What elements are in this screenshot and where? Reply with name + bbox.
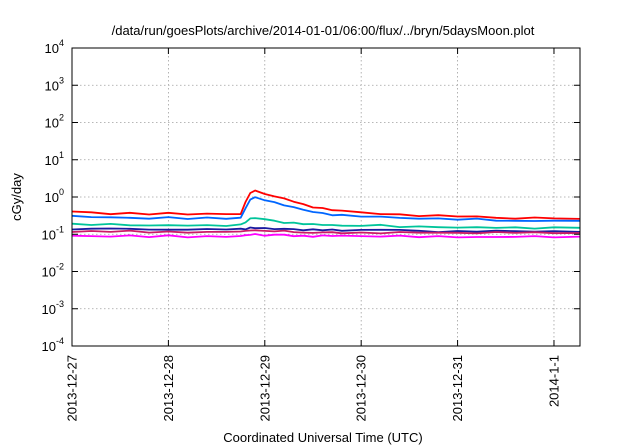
x-tick-label: 2013-12-27 (65, 355, 80, 422)
x-tick-label: 2013-12-29 (257, 355, 272, 422)
data-series (71, 189, 581, 239)
y-tick-base: 10 (45, 41, 59, 56)
series-line-2 (71, 196, 581, 222)
grid (72, 48, 580, 346)
y-tick-exponent: -4 (56, 336, 64, 346)
y-tick-label: 102 (45, 113, 64, 131)
y-tick-base: 10 (45, 116, 59, 131)
y-tick-label: 10-4 (42, 336, 64, 354)
y-tick-label: 10-1 (42, 224, 64, 242)
y-tick-exponent: 3 (59, 75, 64, 85)
x-tick-label: 2013-12-30 (354, 355, 369, 422)
y-tick-exponent: 0 (59, 187, 64, 197)
y-tick-exponent: -1 (56, 224, 64, 234)
x-axis-label: Coordinated Universal Time (UTC) (223, 430, 422, 445)
chart-title: /data/run/goesPlots/archive/2014-01-01/0… (112, 23, 535, 38)
axis-ticks: 10-410-310-210-11001011021031042013-12-2… (42, 38, 580, 422)
y-tick-base: 10 (45, 153, 59, 168)
y-tick-exponent: -3 (56, 299, 64, 309)
y-tick-exponent: 1 (59, 150, 64, 160)
x-tick-label: 2013-12-28 (161, 355, 176, 422)
y-axis-label: cGy/day (9, 173, 24, 221)
x-tick-label: 2013-12-31 (450, 355, 465, 422)
y-tick-label: 101 (45, 150, 64, 168)
y-tick-base: 10 (45, 78, 59, 93)
series-line-3 (71, 217, 581, 230)
series-line-5 (71, 229, 581, 235)
y-tick-base: 10 (42, 265, 56, 280)
y-tick-base: 10 (42, 302, 56, 317)
series-line-1 (71, 189, 581, 220)
y-tick-exponent: 2 (59, 113, 64, 123)
y-tick-base: 10 (42, 227, 56, 242)
y-tick-label: 103 (45, 75, 64, 93)
y-tick-base: 10 (45, 190, 59, 205)
y-tick-label: 10-3 (42, 299, 64, 317)
x-tick-label: 2014-1-1 (546, 355, 561, 407)
series-line-6 (71, 233, 581, 239)
series-line-4 (71, 226, 581, 234)
y-tick-label: 104 (45, 38, 64, 56)
y-tick-label: 10-2 (42, 262, 64, 280)
y-tick-exponent: 4 (59, 38, 64, 48)
y-tick-exponent: -2 (56, 262, 64, 272)
y-tick-label: 100 (45, 187, 64, 205)
y-tick-base: 10 (42, 339, 56, 354)
